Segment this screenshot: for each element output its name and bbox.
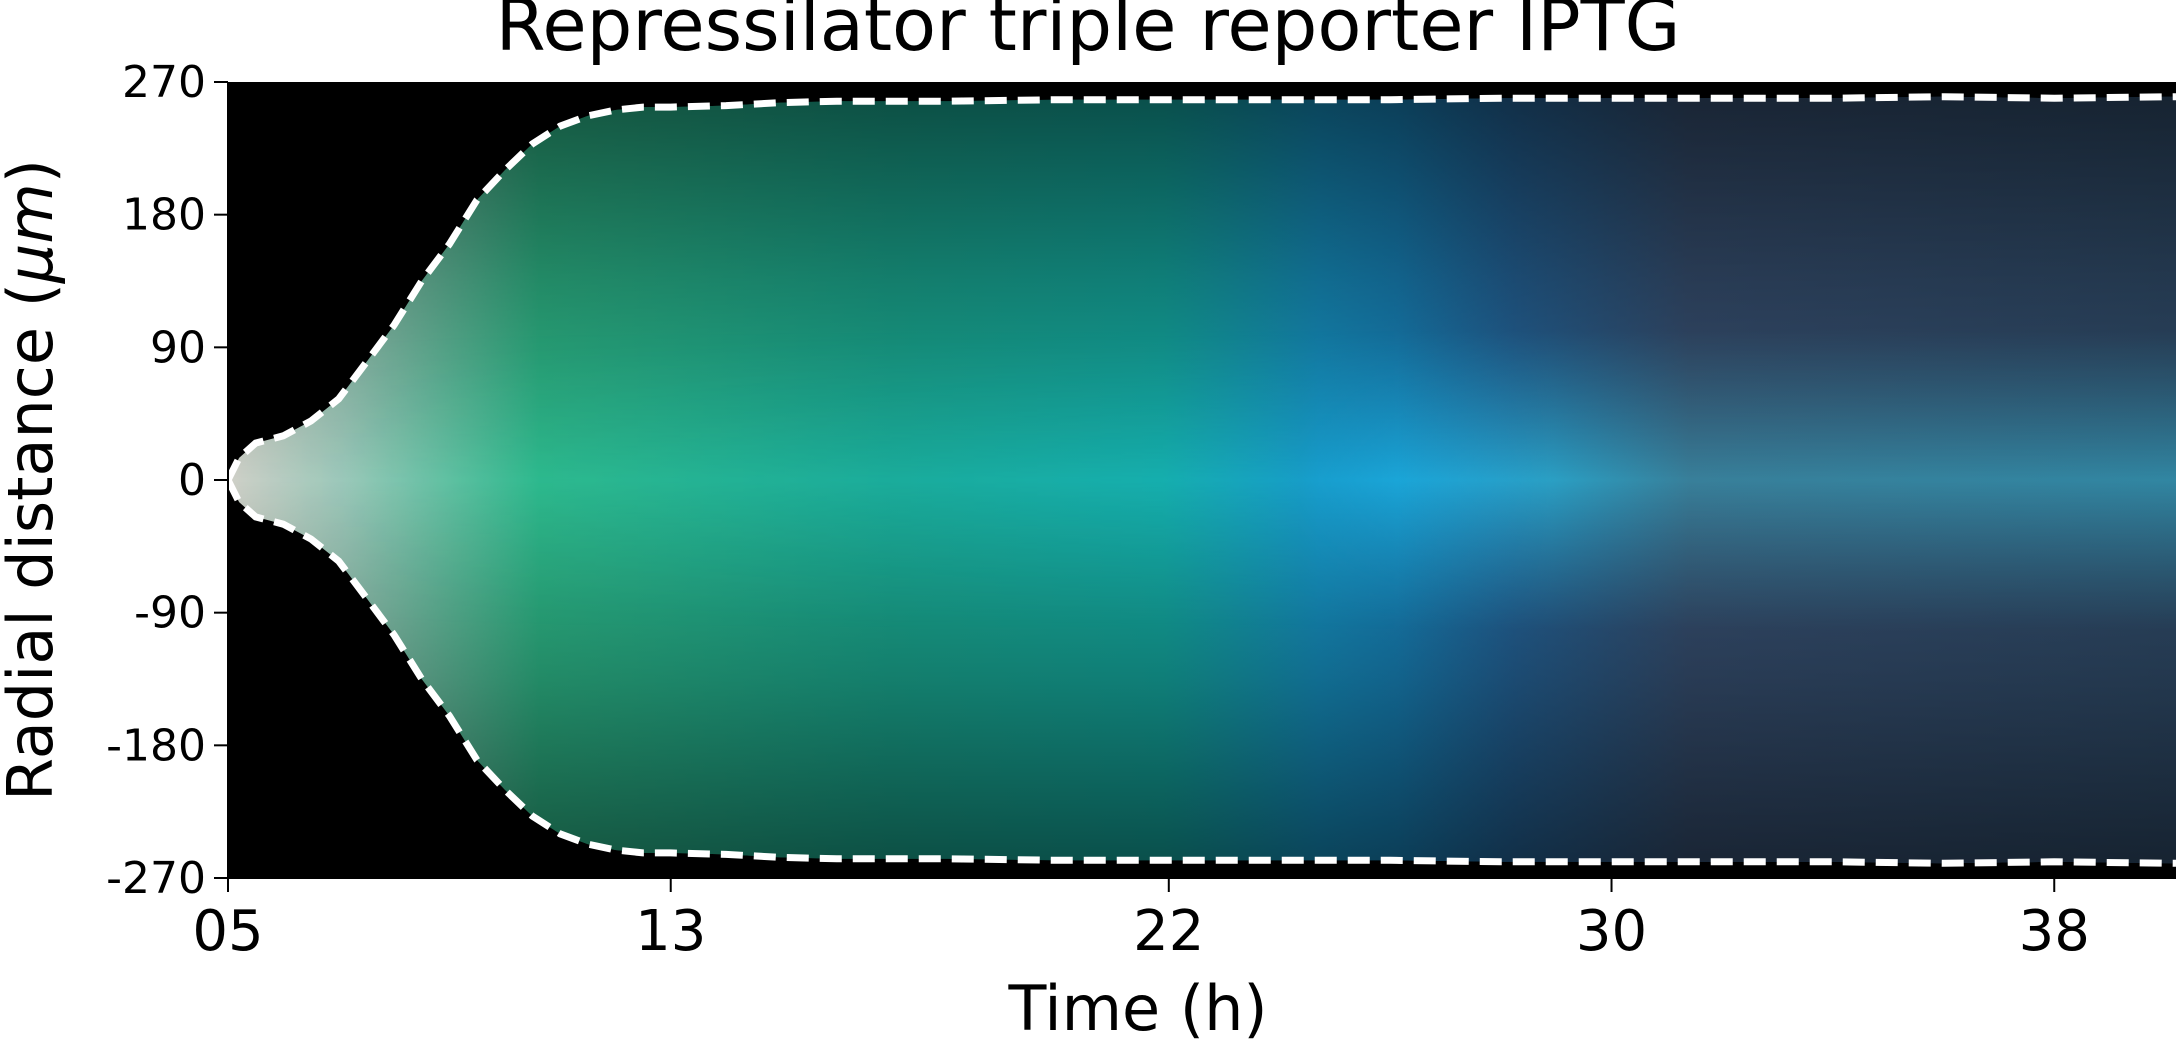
x-tick-label: 13 — [635, 899, 706, 964]
y-axis-label-main: Radial distance ( — [0, 283, 67, 801]
x-axis-label: Time (h) — [1007, 972, 1267, 1045]
colony-fill — [228, 96, 2176, 864]
x-tick-label: 05 — [192, 899, 263, 964]
y-axis-label-unit: μm — [0, 183, 67, 284]
y-tick-label: -180 — [106, 720, 206, 771]
colony-edge-upper — [228, 93, 2176, 482]
radial-shading-layer — [228, 96, 2176, 864]
x-tick-label: 22 — [1133, 899, 1204, 964]
chart-title: Repressilator triple reporter IPTG — [496, 0, 1681, 67]
plot-area — [228, 82, 2176, 878]
y-axis-label-close: ) — [0, 159, 67, 183]
y-tick-label: 270 — [122, 57, 206, 108]
x-tick-label: 38 — [2019, 899, 2090, 964]
y-tick-label: 180 — [122, 190, 206, 241]
x-tick-label: 30 — [1576, 899, 1647, 964]
x-axis: 05 13 22 30 38 Time (h) — [192, 877, 2176, 1045]
colony-edge-lower — [228, 478, 2176, 867]
y-tick-label: -270 — [106, 853, 206, 904]
y-axis-label: Radial distance (μm) — [0, 159, 67, 801]
y-tick-label: 0 — [178, 455, 206, 506]
y-axis: 270 180 90 0 -90 -180 -270 Radial distance (μm… — [0, 57, 229, 904]
y-tick-label: -90 — [134, 588, 206, 639]
y-tick-label: 90 — [150, 322, 206, 373]
